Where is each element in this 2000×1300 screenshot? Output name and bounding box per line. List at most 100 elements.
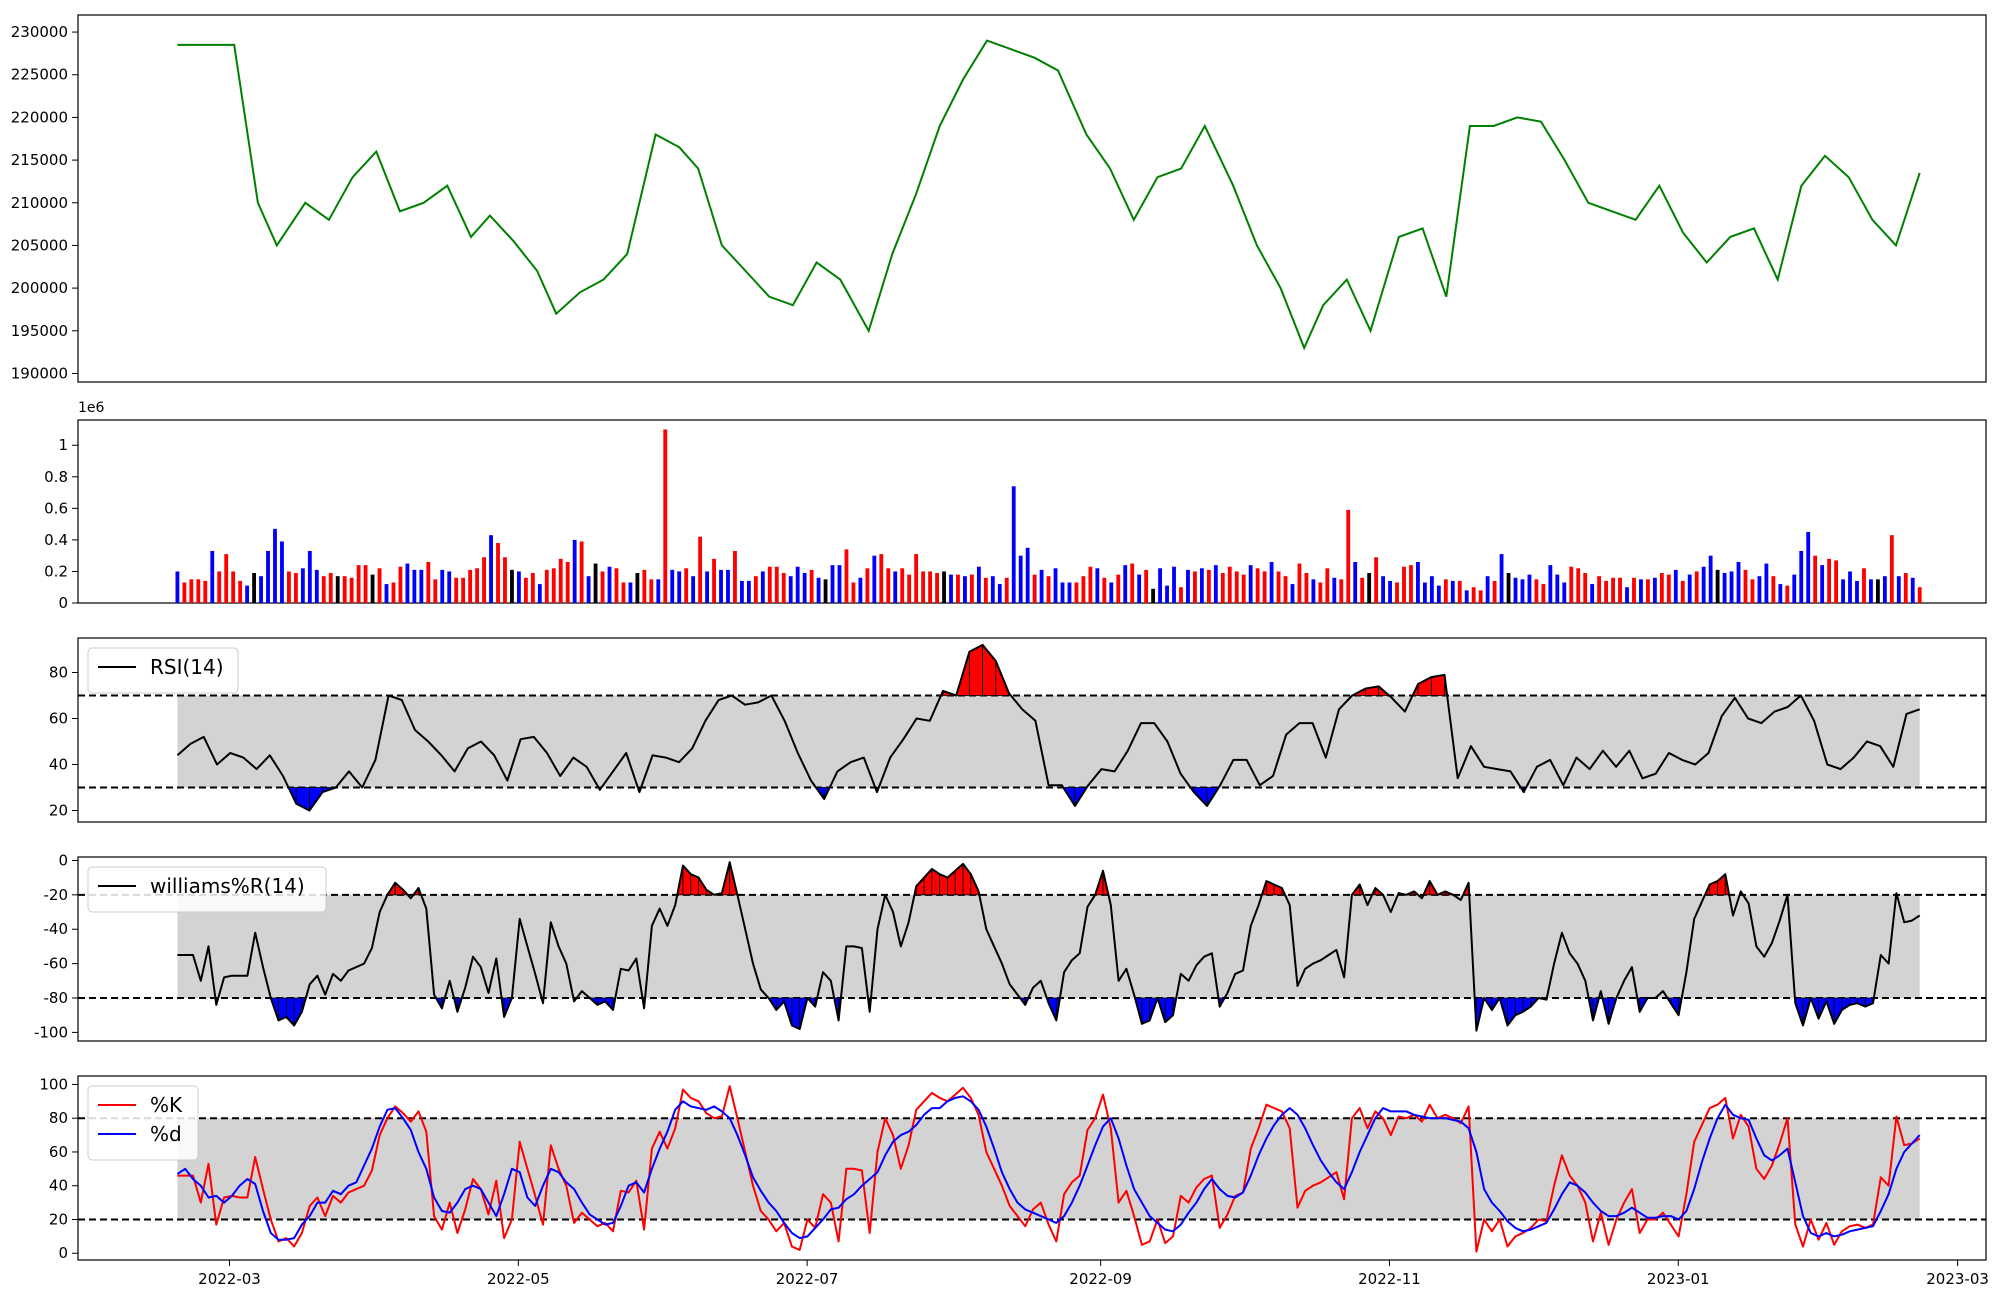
volume-bar [468, 569, 473, 603]
volume-bar [1381, 576, 1386, 603]
price-panel: 190000 195000 200000 205000 210000 215000 2200… [11, 14, 1987, 383]
volume-bar [1095, 568, 1100, 603]
volume-bar [1206, 569, 1211, 603]
volume-bar [1429, 576, 1434, 603]
volume-bar [1332, 577, 1337, 603]
volume-bar [1102, 577, 1107, 603]
volume-bar [726, 569, 730, 603]
volume-bar [586, 576, 591, 603]
volume-bar [907, 574, 912, 603]
volume-bar [858, 577, 863, 603]
volume-bar [781, 573, 786, 603]
volume-bar [1646, 579, 1650, 603]
volume-bar [621, 582, 626, 603]
volume-bar [607, 566, 612, 603]
stochastic-k-line [177, 1085, 1921, 1253]
price-ytick-label: 220000 [11, 108, 68, 126]
rsi-ytick-label: 60 [49, 710, 68, 728]
volume-bar [287, 571, 291, 603]
volume-bar [1388, 580, 1392, 603]
volume-bar [189, 579, 194, 603]
stochastic-ytick-label: 80 [49, 1109, 68, 1127]
volume-bar [252, 573, 257, 603]
volume-bar [1792, 574, 1797, 603]
williams-ytick-label: -60 [44, 955, 69, 973]
volume-bar [1917, 587, 1922, 603]
volume-bar [969, 574, 974, 603]
volume-bar [719, 569, 723, 603]
stochastic-frame [77, 1075, 1987, 1261]
volume-bar [1625, 587, 1629, 603]
volume-bar [1757, 576, 1762, 603]
volume-bar [461, 577, 466, 603]
volume-bar [740, 580, 744, 603]
williams-oversold-fill [791, 997, 801, 1030]
volume-bar [1513, 577, 1518, 603]
volume-bar [1269, 561, 1274, 603]
volume-bar [1590, 584, 1595, 603]
volume-bar [1520, 579, 1525, 603]
volume-bar [1485, 576, 1490, 603]
volume-bar [1032, 574, 1037, 603]
volume-bar [788, 576, 793, 603]
volume-bar [530, 573, 535, 603]
volume-bar [1074, 582, 1079, 603]
x-tick-label: 2022-05 [487, 1270, 550, 1288]
volume-bar [684, 568, 689, 603]
volume-bar [753, 576, 758, 603]
volume-bar [1652, 577, 1657, 603]
volume-bar [1436, 585, 1441, 603]
price-line [177, 39, 1921, 351]
price-ytick-label: 200000 [11, 279, 68, 297]
volume-bar [1778, 584, 1783, 603]
volume-bar [1262, 571, 1267, 603]
volume-bar [760, 571, 765, 603]
volume-bar [774, 566, 779, 603]
volume-bar [1576, 568, 1581, 603]
volume-bar [1618, 577, 1622, 603]
volume-bar [698, 536, 703, 603]
volume-bar [572, 539, 577, 603]
rsi-frame [77, 637, 1987, 823]
volume-bar [537, 584, 542, 603]
volume-bar [440, 569, 445, 603]
volume-bar [1715, 569, 1720, 603]
volume-bar [1639, 579, 1643, 603]
volume-bar [363, 565, 368, 603]
volume-bar [447, 571, 452, 603]
volume-bar [328, 573, 333, 603]
volume-bar [983, 577, 988, 603]
volume-bar [691, 576, 696, 603]
williams-ytick-label: -100 [34, 1023, 68, 1041]
volume-bar [1722, 573, 1727, 603]
volume-bar [1193, 571, 1197, 603]
volume-bar [1882, 576, 1887, 603]
volume-bar [593, 563, 598, 603]
price-ytick-label: 230000 [11, 23, 68, 41]
volume-bar [356, 565, 361, 603]
volume-bar [1060, 582, 1065, 603]
volume-bar [384, 584, 389, 603]
volume-bar [503, 557, 507, 603]
volume-bar [1116, 574, 1121, 603]
volume-bar [1492, 580, 1497, 603]
volume-bar [802, 573, 807, 603]
price-ytick-label: 190000 [11, 364, 68, 382]
volume-bar [733, 550, 737, 603]
volume-frame [77, 419, 1987, 604]
volume-bar [642, 569, 647, 603]
volume-bar [1123, 565, 1128, 603]
volume-bar [217, 571, 222, 603]
volume-bar [516, 571, 521, 603]
volume-bar [614, 568, 619, 603]
volume-bar [1067, 582, 1072, 603]
volume-bar [1130, 563, 1135, 603]
volume-bar [273, 528, 277, 603]
volume-bar [1416, 561, 1420, 603]
rsi-neutral-band [177, 695, 1920, 788]
volume-bar [321, 576, 326, 603]
williams-line [177, 861, 1921, 1032]
volume-bar [349, 577, 354, 603]
volume-bar [377, 568, 382, 603]
volume-bar [872, 555, 877, 603]
